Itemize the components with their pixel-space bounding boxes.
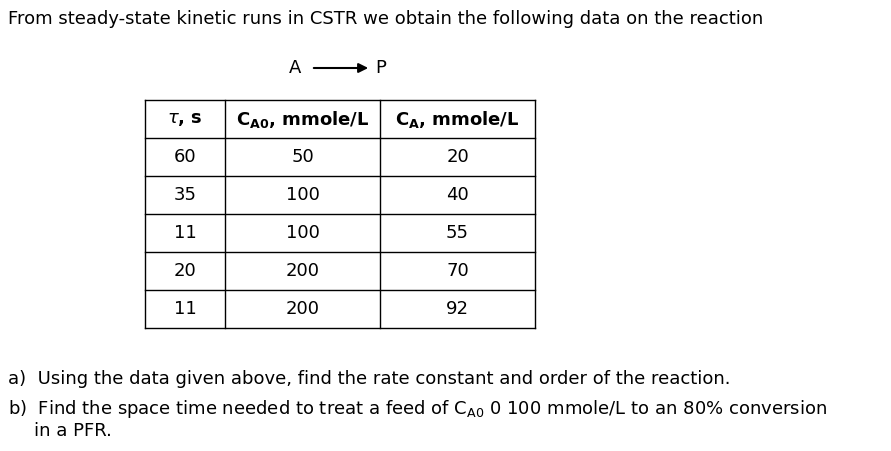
- Text: $\tau$, s: $\tau$, s: [168, 110, 203, 128]
- Text: a)  Using the data given above, find the rate constant and order of the reaction: a) Using the data given above, find the …: [8, 370, 731, 388]
- Text: 20: 20: [446, 148, 469, 166]
- Text: A: A: [289, 59, 301, 77]
- Text: 60: 60: [174, 148, 196, 166]
- Text: 50: 50: [291, 148, 314, 166]
- Text: C$_{\mathbf{A}}$, mmole/L: C$_{\mathbf{A}}$, mmole/L: [396, 109, 519, 129]
- Text: From steady-state kinetic runs in CSTR we obtain the following data on the react: From steady-state kinetic runs in CSTR w…: [8, 10, 764, 28]
- Text: 20: 20: [174, 262, 196, 280]
- Text: 40: 40: [446, 186, 469, 204]
- Text: 55: 55: [446, 224, 469, 242]
- Text: 11: 11: [174, 300, 196, 318]
- Text: 100: 100: [285, 224, 320, 242]
- Text: 11: 11: [174, 224, 196, 242]
- Text: 200: 200: [285, 300, 320, 318]
- Text: 200: 200: [285, 262, 320, 280]
- Text: P: P: [376, 59, 387, 77]
- Text: C$_{\mathbf{A0}}$, mmole/L: C$_{\mathbf{A0}}$, mmole/L: [236, 109, 369, 129]
- Text: b)  Find the space time needed to treat a feed of C$_{\mathrm{A0}}$ 0 100 mmole/: b) Find the space time needed to treat a…: [8, 398, 827, 420]
- Text: 92: 92: [446, 300, 469, 318]
- Text: 35: 35: [174, 186, 197, 204]
- Text: in a PFR.: in a PFR.: [34, 422, 112, 440]
- Text: 100: 100: [285, 186, 320, 204]
- Text: 70: 70: [446, 262, 469, 280]
